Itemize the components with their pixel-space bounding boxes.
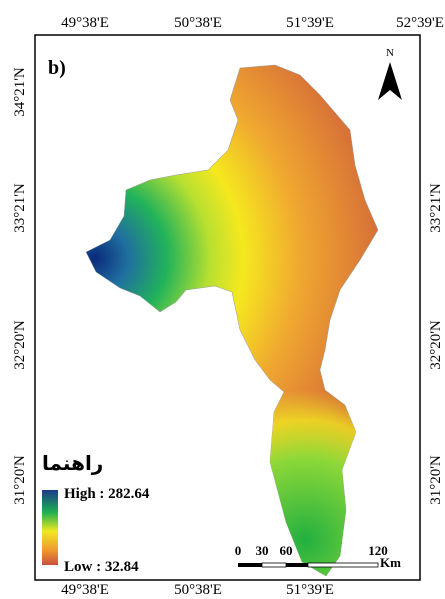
scale-segment bbox=[286, 563, 308, 567]
study-area bbox=[85, 64, 379, 577]
legend-colorbar bbox=[42, 490, 58, 565]
map-frame bbox=[34, 34, 421, 581]
latitude-label: 34°21'N bbox=[12, 67, 28, 117]
longitude-label: 52°39'E bbox=[396, 15, 444, 31]
legend-title: راهنما bbox=[42, 451, 103, 475]
longitude-label: 51°39'E bbox=[286, 582, 334, 598]
region-south bbox=[240, 390, 378, 576]
longitude-label: 51°39'E bbox=[286, 15, 334, 31]
longitude-label: 50°38'E bbox=[174, 15, 222, 31]
scale-unit: Km bbox=[380, 555, 401, 570]
longitude-label: 49°38'E bbox=[61, 15, 109, 31]
longitude-label: 50°38'E bbox=[174, 582, 222, 598]
scale-label: 0 bbox=[235, 543, 242, 558]
latitude-label: 31°20'N bbox=[12, 455, 28, 505]
north-arrow: N bbox=[378, 47, 402, 100]
latitude-label: 31°20'N bbox=[428, 455, 444, 505]
latitude-label: 33°21'N bbox=[428, 183, 444, 233]
coordinates: 49°38'E 50°38'E 51°39'E 52°39'E 49°38'E 50°38… bbox=[12, 15, 444, 598]
scale-bar: Km 0 30 60 120 bbox=[235, 543, 401, 570]
legend-low: Low : 32.84 bbox=[64, 559, 139, 575]
latitude-label: 32°20'N bbox=[12, 320, 28, 370]
scale-segment bbox=[261, 562, 287, 568]
latitude-label: 32°20'N bbox=[428, 320, 444, 370]
scale-segment bbox=[238, 563, 262, 567]
longitude-label: 49°38'E bbox=[61, 582, 109, 598]
scale-label: 120 bbox=[368, 543, 388, 558]
latitude-label: 33°21'N bbox=[12, 183, 28, 233]
legend: راهنما High : 282.64 Low : 32.84 bbox=[42, 451, 150, 575]
panel-label: b) bbox=[48, 57, 66, 79]
north-label: N bbox=[386, 47, 394, 59]
north-arrow-shape bbox=[378, 62, 402, 100]
scale-segment bbox=[307, 562, 379, 568]
legend-high: High : 282.64 bbox=[64, 486, 150, 502]
scale-label: 30 bbox=[256, 543, 269, 558]
scale-label: 60 bbox=[280, 543, 293, 558]
